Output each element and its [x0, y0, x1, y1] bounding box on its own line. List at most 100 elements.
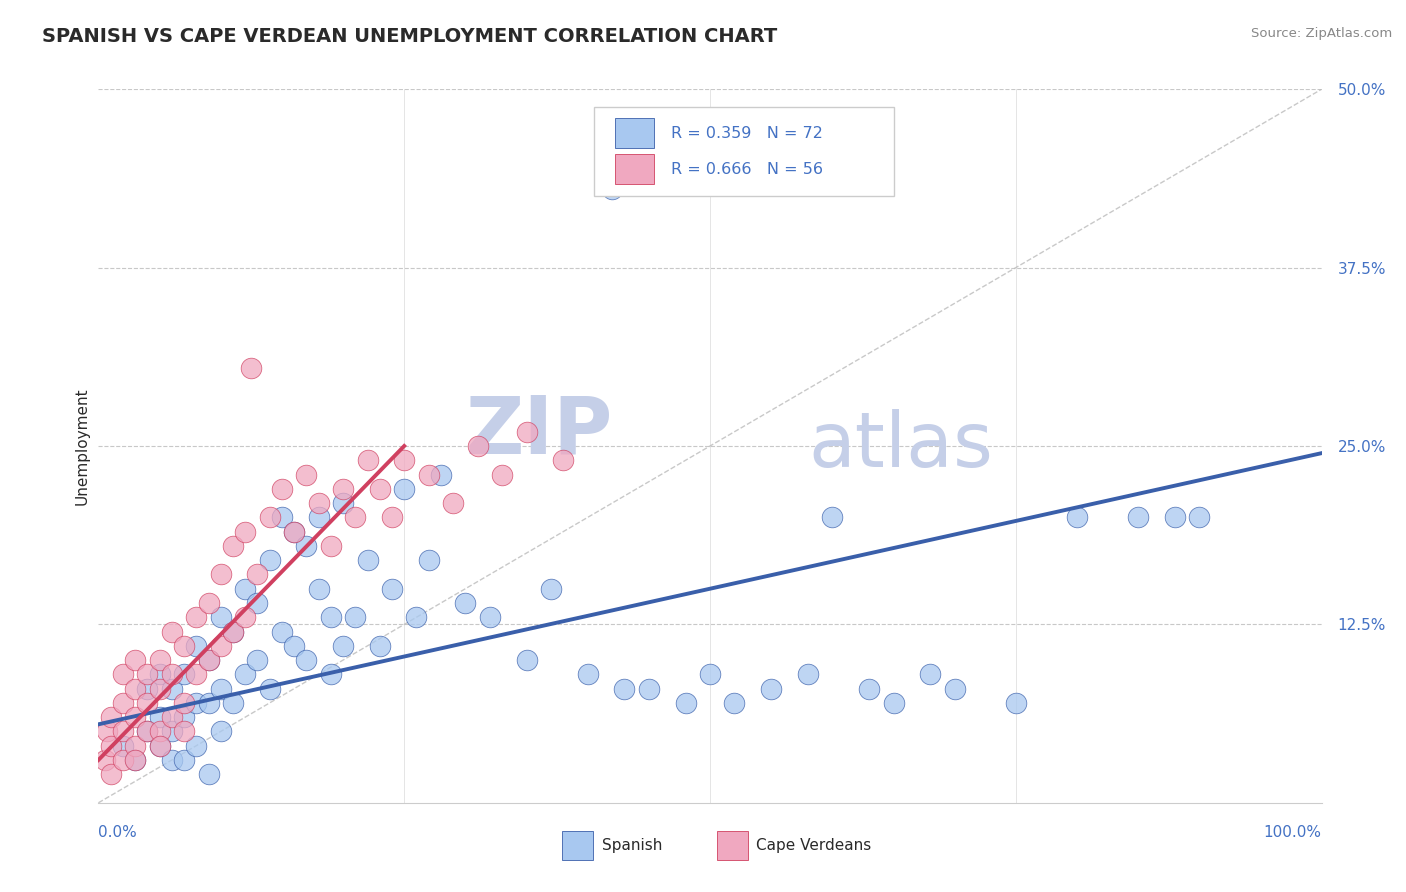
Point: [418, 553, 440, 567]
Text: R = 0.359   N = 72: R = 0.359 N = 72: [671, 126, 823, 141]
Point: [96, 724, 118, 739]
Point: [246, 596, 269, 610]
Point: [392, 482, 416, 496]
Point: [270, 482, 294, 496]
Point: [111, 753, 134, 767]
Point: [491, 467, 513, 482]
Point: [319, 667, 342, 681]
Point: [368, 639, 391, 653]
Point: [430, 467, 453, 482]
Point: [149, 667, 172, 681]
Point: [233, 667, 256, 681]
Point: [111, 724, 134, 739]
Point: [222, 624, 245, 639]
Point: [515, 653, 537, 667]
Point: [209, 639, 232, 653]
Point: [283, 524, 305, 539]
Point: [160, 724, 183, 739]
Text: 0.0%: 0.0%: [98, 825, 138, 840]
Point: [883, 696, 905, 710]
Point: [111, 739, 134, 753]
Point: [858, 681, 880, 696]
Point: [173, 639, 195, 653]
Point: [797, 667, 820, 681]
Point: [332, 482, 354, 496]
Point: [381, 510, 404, 524]
Point: [124, 753, 146, 767]
Point: [344, 510, 367, 524]
Point: [186, 696, 208, 710]
Point: [233, 610, 256, 624]
Point: [160, 681, 183, 696]
Point: [197, 596, 219, 610]
Point: [197, 653, 219, 667]
Point: [270, 624, 294, 639]
FancyBboxPatch shape: [593, 107, 893, 196]
Point: [613, 681, 636, 696]
Point: [209, 567, 232, 582]
Point: [418, 467, 440, 482]
Point: [920, 667, 942, 681]
Point: [160, 753, 183, 767]
Text: SPANISH VS CAPE VERDEAN UNEMPLOYMENT CORRELATION CHART: SPANISH VS CAPE VERDEAN UNEMPLOYMENT COR…: [42, 27, 778, 45]
Point: [124, 653, 146, 667]
Point: [540, 582, 562, 596]
Point: [124, 710, 146, 724]
Point: [136, 667, 159, 681]
Point: [209, 724, 232, 739]
Point: [259, 553, 281, 567]
Point: [368, 482, 391, 496]
Text: 100.0%: 100.0%: [1264, 825, 1322, 840]
Point: [283, 524, 305, 539]
Point: [186, 610, 208, 624]
Point: [675, 696, 697, 710]
Point: [100, 710, 122, 724]
Point: [723, 696, 745, 710]
Point: [1066, 510, 1088, 524]
Point: [295, 653, 318, 667]
Point: [160, 710, 183, 724]
Point: [1188, 510, 1211, 524]
Point: [124, 739, 146, 753]
Point: [478, 610, 501, 624]
Point: [600, 182, 623, 196]
Point: [332, 639, 354, 653]
Text: Cape Verdeans: Cape Verdeans: [756, 838, 872, 853]
Point: [576, 667, 599, 681]
Point: [392, 453, 416, 467]
Point: [197, 653, 219, 667]
Text: Spanish: Spanish: [602, 838, 662, 853]
Point: [246, 653, 269, 667]
Point: [186, 639, 208, 653]
Point: [637, 681, 661, 696]
Text: R = 0.666   N = 56: R = 0.666 N = 56: [671, 161, 823, 177]
Point: [173, 696, 195, 710]
Point: [356, 553, 378, 567]
Point: [93, 753, 115, 767]
Point: [209, 610, 232, 624]
Point: [149, 724, 172, 739]
Point: [222, 539, 245, 553]
Point: [515, 425, 537, 439]
Point: [761, 681, 783, 696]
Point: [149, 739, 172, 753]
Point: [100, 739, 122, 753]
Point: [222, 696, 245, 710]
Y-axis label: Unemployment: Unemployment: [75, 387, 90, 505]
Point: [295, 539, 318, 553]
Point: [319, 539, 342, 553]
Text: Source: ZipAtlas.com: Source: ZipAtlas.com: [1251, 27, 1392, 40]
Point: [308, 582, 330, 596]
Point: [553, 453, 575, 467]
Point: [233, 582, 256, 596]
Point: [1164, 510, 1187, 524]
Point: [160, 624, 183, 639]
Point: [308, 496, 330, 510]
Point: [160, 667, 183, 681]
Point: [467, 439, 489, 453]
Point: [173, 724, 195, 739]
Point: [149, 653, 172, 667]
Point: [295, 467, 318, 482]
Point: [197, 696, 219, 710]
Point: [943, 681, 966, 696]
